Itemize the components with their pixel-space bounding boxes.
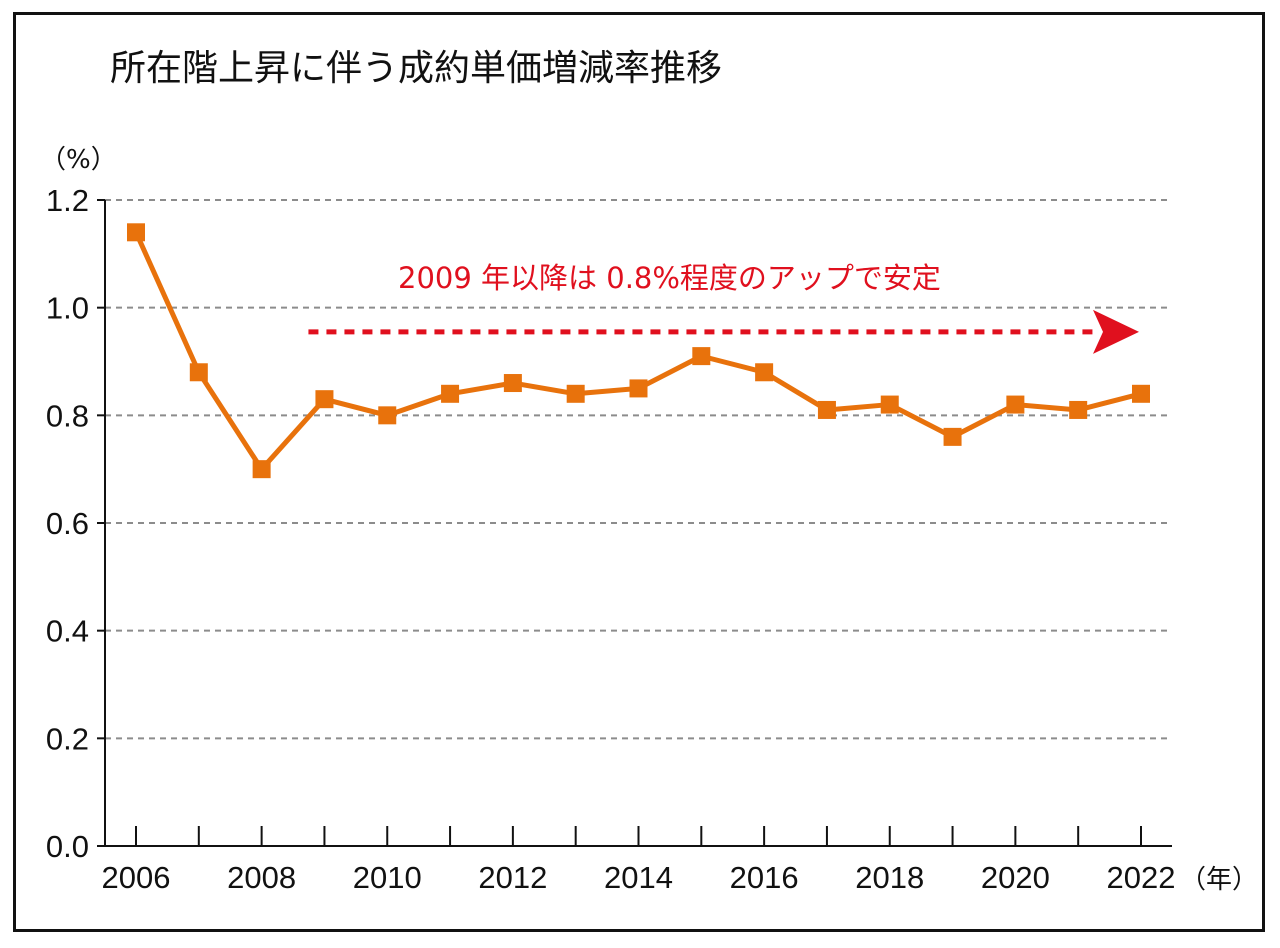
annotation-arrow-head (1093, 309, 1139, 354)
gridlines (105, 199, 1172, 740)
data-point-2022 (1132, 384, 1150, 403)
data-point-2007 (189, 363, 208, 382)
x-tick-label: 2020 (981, 860, 1050, 895)
data-point-2015 (692, 347, 711, 366)
data-point-2016 (755, 363, 774, 382)
data-point-2010 (378, 406, 397, 425)
data-point-2013 (566, 384, 585, 403)
data-point-2021 (1069, 400, 1088, 419)
data-point-2018 (880, 395, 899, 414)
y-tick-label: 0.2 (46, 721, 89, 756)
x-tick-label: 2022 (1107, 860, 1176, 895)
y-tick-label: 0.4 (46, 614, 89, 649)
x-tick-label: 2016 (730, 860, 799, 895)
x-tick-label: 2006 (102, 860, 171, 895)
data-point-2009 (315, 390, 334, 409)
chart-frame (13, 12, 1265, 932)
series-layer (127, 223, 1150, 479)
data-point-2019 (943, 427, 962, 446)
data-point-2014 (629, 379, 648, 398)
y-tick-labels: 0.0 0.2 0.4 0.6 0.8 1.0 1.2 (46, 183, 89, 864)
x-tick-label: 2010 (353, 860, 422, 895)
y-axis-unit-label: （%） (40, 145, 117, 175)
y-tick-label: 0.6 (46, 506, 89, 541)
x-tick-labels: 2006 2008 2010 2012 2014 2016 2018 2020 2022 (102, 860, 1176, 895)
x-tick-label: 2012 (478, 860, 547, 895)
data-point-2008 (252, 460, 271, 479)
axes (97, 199, 1172, 847)
x-axis-unit-label: （年） (1180, 865, 1258, 895)
chart-title: 所在階上昇に伴う成約単価増減率推移 (110, 48, 722, 89)
x-tick-label: 2014 (604, 860, 673, 895)
data-point-2017 (817, 400, 836, 419)
y-tick-label: 0.0 (46, 829, 89, 864)
data-point-2020 (1006, 395, 1025, 414)
y-tick-label: 0.8 (46, 398, 89, 433)
annotation-text: 2009 年以降は 0.8%程度のアップで安定 (398, 261, 941, 295)
y-tick-label: 1.2 (46, 183, 89, 218)
data-point-2011 (441, 384, 460, 403)
annotation: 2009 年以降は 0.8%程度のアップで安定 (308, 261, 1139, 354)
data-point-2006 (127, 223, 145, 242)
y-tick-label: 1.0 (46, 291, 89, 326)
x-tick-label: 2008 (227, 860, 296, 895)
data-point-2012 (503, 374, 522, 393)
x-tick-label: 2018 (855, 860, 924, 895)
